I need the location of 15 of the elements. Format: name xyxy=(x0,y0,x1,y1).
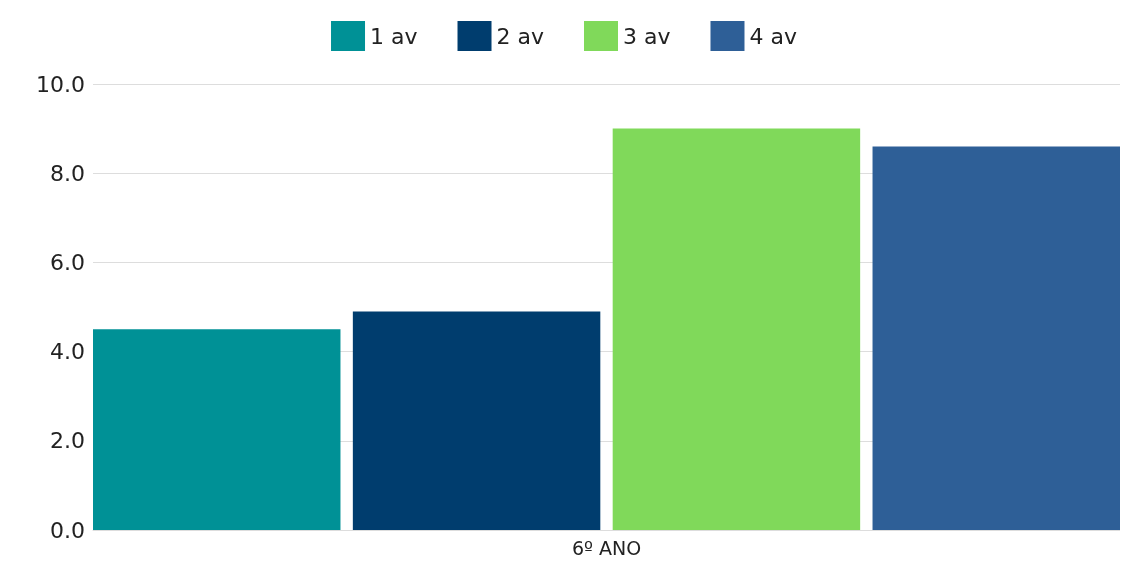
bar xyxy=(352,311,601,530)
bar xyxy=(93,329,341,530)
y-tick-label: 6.0 xyxy=(50,249,85,275)
legend-label: 2 av xyxy=(496,23,545,49)
x-tick-label: 6º ANO xyxy=(571,536,642,559)
bar xyxy=(612,128,861,530)
y-tick-label: 0.0 xyxy=(50,517,85,543)
legend-label: 3 av xyxy=(623,23,671,49)
legend-label: 4 av xyxy=(749,23,797,49)
y-tick-label: 8.0 xyxy=(50,160,85,186)
y-tick-label: 2.0 xyxy=(50,428,85,454)
y-tick-label: 10.0 xyxy=(36,71,85,97)
y-tick-label: 4.0 xyxy=(50,339,85,365)
legend-label: 1 av xyxy=(370,23,418,49)
bar xyxy=(872,146,1120,530)
